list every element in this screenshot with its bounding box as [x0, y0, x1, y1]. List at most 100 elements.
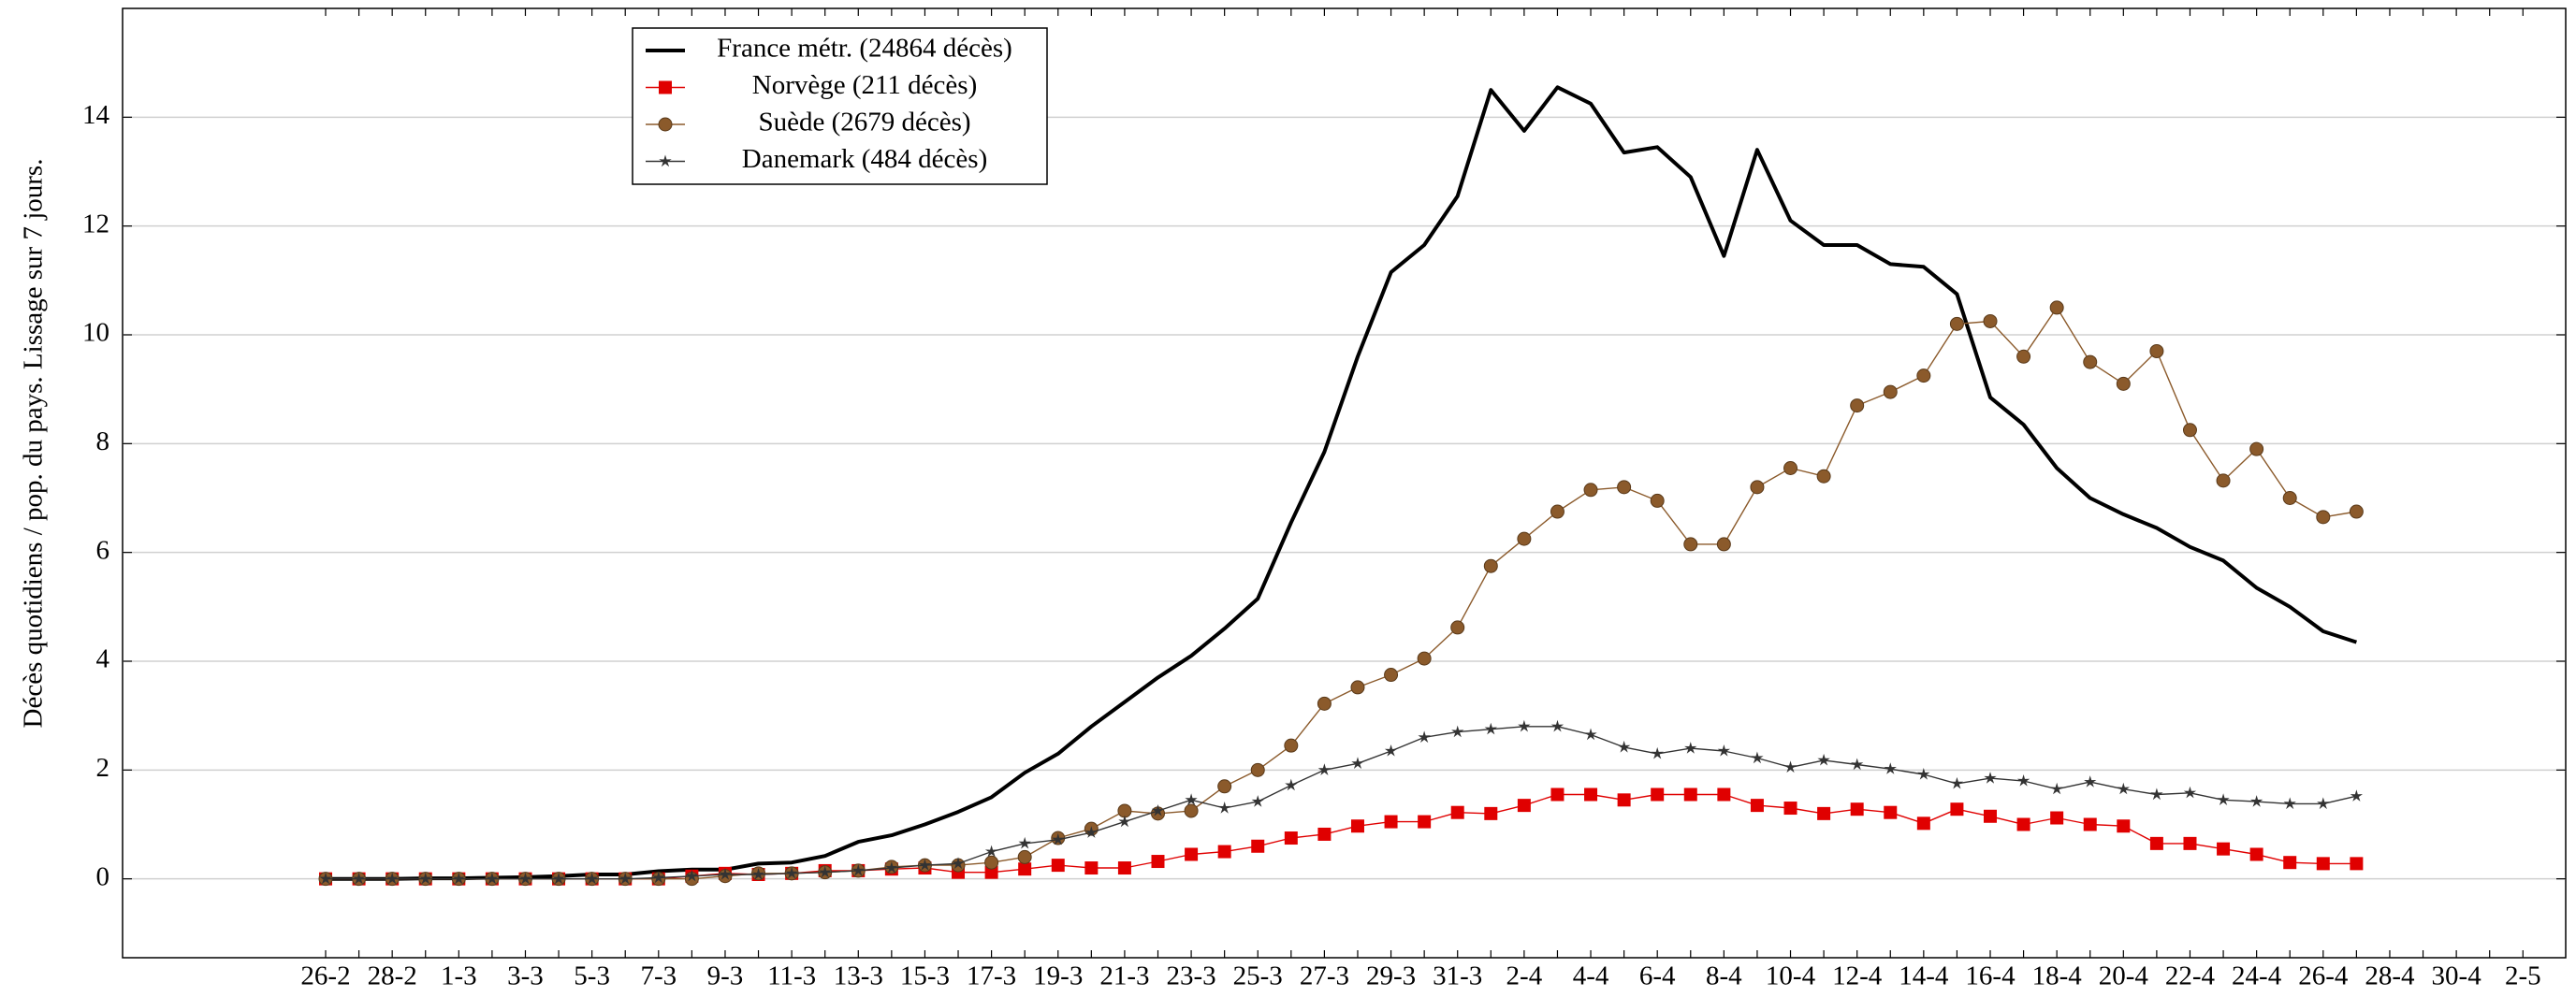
point — [1052, 832, 1065, 845]
point — [2117, 819, 2131, 833]
series-line — [326, 85, 2358, 881]
point — [2283, 856, 2297, 870]
point — [2349, 504, 2364, 519]
point — [1651, 746, 1664, 759]
point — [1950, 802, 1964, 816]
point — [1750, 480, 1765, 495]
point — [2182, 423, 2197, 438]
point — [2016, 817, 2030, 831]
point — [1017, 849, 1032, 864]
point — [885, 861, 898, 874]
point — [2350, 789, 2363, 802]
point — [1450, 805, 1464, 819]
point — [1850, 802, 1864, 816]
point — [1684, 742, 1697, 754]
point — [1949, 316, 1964, 331]
point — [984, 855, 999, 870]
point — [419, 872, 432, 885]
point — [1350, 680, 1365, 695]
point — [2350, 857, 2364, 871]
point — [1851, 758, 1864, 771]
point — [1817, 753, 1830, 766]
point — [1783, 802, 1797, 816]
point — [452, 872, 465, 885]
y-tick-label: 8 — [96, 426, 110, 456]
point — [2149, 343, 2164, 358]
x-tick-label: 17-3 — [967, 961, 1016, 991]
point — [1583, 483, 1598, 498]
point — [1916, 816, 1930, 831]
point — [1750, 799, 1764, 813]
point — [2282, 490, 2297, 505]
y-axis-label: Décès quotidiens / pop. du pays. Lissage… — [19, 159, 49, 729]
x-tick-label: 18-4 — [2032, 961, 2083, 991]
point — [1550, 787, 1565, 802]
x-tick-label: 21-3 — [1099, 961, 1149, 991]
point — [1984, 772, 1997, 784]
x-tick-label: 26-2 — [300, 961, 350, 991]
point — [1517, 531, 1532, 546]
point — [1517, 799, 1531, 813]
point — [1983, 313, 1998, 328]
x-tick-label: 9-3 — [707, 961, 744, 991]
point — [1518, 719, 1531, 732]
point — [1251, 839, 1265, 853]
point — [1184, 803, 1199, 818]
point — [819, 865, 832, 878]
point — [1084, 826, 1098, 838]
point — [1783, 461, 1798, 476]
point — [552, 872, 565, 885]
x-tick-label: 3-3 — [507, 961, 544, 991]
point — [1883, 384, 1898, 399]
point — [1783, 760, 1797, 773]
legend-label: Norvège (211 décès) — [752, 70, 977, 100]
point — [2249, 847, 2263, 861]
point — [1317, 827, 1332, 841]
point — [2083, 817, 2097, 831]
x-tick-label: 27-3 — [1300, 961, 1349, 991]
legend-marker — [659, 80, 672, 94]
point — [1483, 558, 1498, 573]
point — [2250, 795, 2263, 807]
point — [1151, 804, 1165, 816]
point — [1285, 778, 1298, 791]
point — [619, 872, 632, 885]
x-tick-label: 30-4 — [2432, 961, 2482, 991]
x-tick-label: 12-4 — [1832, 961, 1883, 991]
point — [2216, 473, 2231, 488]
point — [1250, 762, 1265, 777]
point — [1716, 537, 1731, 552]
point — [1484, 806, 1498, 820]
point — [785, 866, 798, 879]
point — [1118, 815, 1131, 828]
point — [1450, 620, 1465, 635]
point — [1816, 469, 1831, 484]
point — [1950, 776, 1964, 789]
x-tick-label: 28-2 — [368, 961, 417, 991]
x-tick-label: 15-3 — [900, 961, 950, 991]
point — [918, 859, 932, 871]
point — [1651, 787, 1665, 802]
point — [1917, 768, 1930, 780]
point — [518, 872, 532, 885]
x-tick-label: 1-3 — [441, 961, 477, 991]
y-tick-label: 10 — [82, 318, 109, 348]
point — [2116, 376, 2131, 391]
point — [1584, 787, 1598, 802]
point — [1117, 861, 1131, 875]
point — [2316, 857, 2330, 871]
point — [2149, 836, 2163, 850]
x-tick-label: 20-4 — [2099, 961, 2149, 991]
series-line — [326, 726, 2357, 880]
x-tick-label: 29-3 — [1366, 961, 1416, 991]
point — [486, 872, 499, 885]
point — [1284, 831, 1298, 845]
point — [1817, 806, 1831, 820]
point — [1185, 847, 1199, 861]
point — [1350, 819, 1364, 833]
x-tick-label: 26-4 — [2298, 961, 2349, 991]
point — [2050, 811, 2064, 825]
legend-label: Danemark (484 décès) — [742, 144, 988, 174]
x-tick-label: 28-4 — [2365, 961, 2415, 991]
point — [1484, 722, 1497, 735]
